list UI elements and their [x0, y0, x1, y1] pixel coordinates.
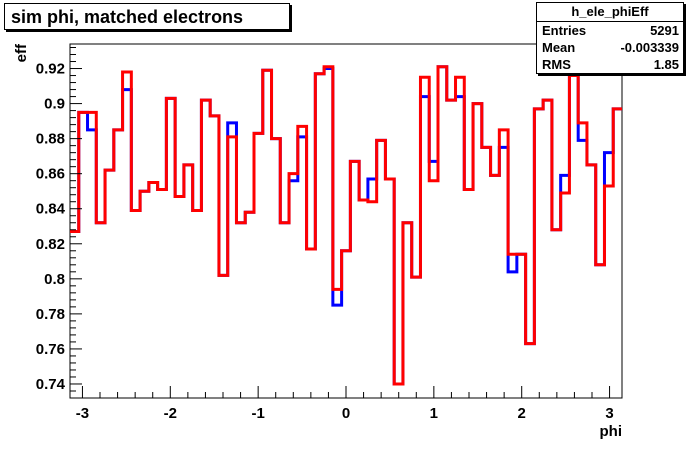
chart-title: sim phi, matched electrons	[4, 3, 290, 30]
y-axis-label: eff	[13, 43, 30, 62]
x-tick-label: -3	[76, 405, 89, 422]
y-tick-label: 0.88	[36, 131, 65, 148]
x-axis-label: phi	[600, 423, 623, 440]
x-tick-label: 2	[518, 405, 526, 422]
stats-value: 5291	[650, 23, 679, 38]
y-tick-label: 0.8	[44, 271, 65, 288]
y-tick-label: 0.74	[36, 376, 66, 393]
stats-box: h_ele_phiEff Entries 5291 Mean -0.003339…	[536, 2, 684, 74]
y-tick-label: 0.76	[36, 341, 65, 358]
y-tick-label: 0.78	[36, 306, 65, 323]
stats-row-entries: Entries 5291	[537, 22, 683, 39]
stats-value: -0.003339	[620, 40, 679, 55]
x-tick-label: -2	[164, 405, 177, 422]
y-tick-label: 0.86	[36, 166, 65, 183]
x-tick-label: 0	[342, 405, 350, 422]
x-tick-label: 1	[430, 405, 438, 422]
x-tick-label: -1	[251, 405, 264, 422]
stats-label: RMS	[542, 57, 571, 72]
y-tick-label: 0.82	[36, 236, 65, 253]
x-tick-label: 3	[605, 405, 613, 422]
stats-value: 1.85	[653, 57, 679, 72]
y-tick-label: 0.9	[44, 96, 65, 113]
stats-row-rms: RMS 1.85	[537, 56, 683, 73]
stats-label: Entries	[542, 23, 587, 38]
stats-label: Mean	[542, 40, 576, 55]
y-tick-label: 0.92	[36, 61, 65, 78]
y-tick-label: 0.84	[36, 201, 66, 218]
series-line-2	[70, 65, 622, 386]
stats-histogram-name: h_ele_phiEff	[537, 3, 683, 22]
plot-frame	[69, 43, 623, 399]
stats-row-mean: Mean -0.003339	[537, 39, 683, 56]
